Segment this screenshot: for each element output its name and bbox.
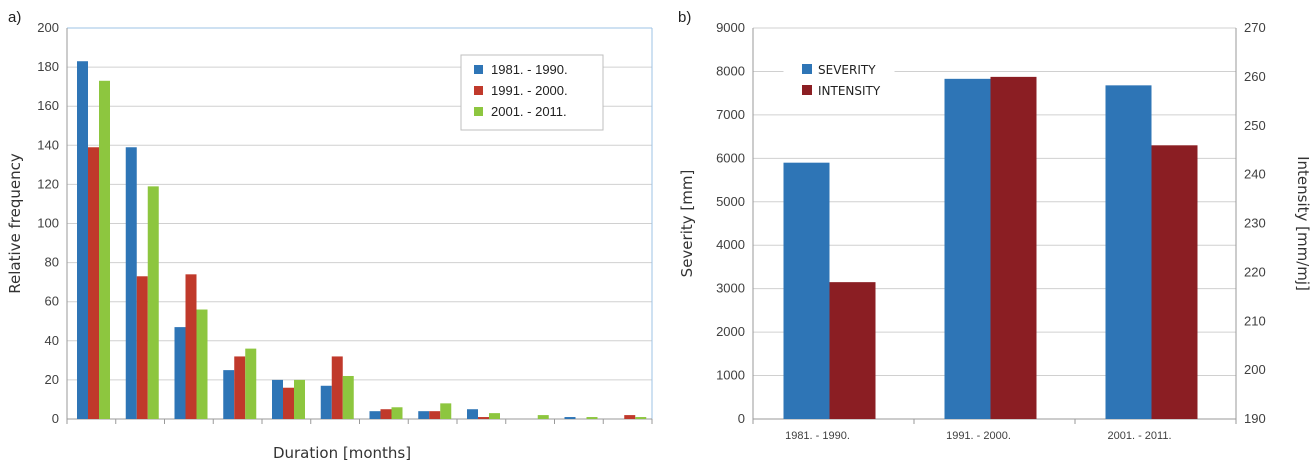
y-tick-label: 20	[45, 372, 59, 387]
y-tick-label: 40	[45, 333, 59, 348]
bar	[369, 411, 381, 419]
bar	[99, 80, 110, 419]
legend-label: 1981. - 1990.	[491, 62, 568, 77]
bar	[1105, 85, 1152, 419]
chart-a: a) 0 20 40 60 80 100 120 140 160 180 200 Duration [m…	[6, 9, 653, 462]
y-tick-label: 8000	[716, 63, 745, 78]
x-axis-title: Duration [months]	[273, 444, 411, 462]
panel-label: b)	[678, 9, 691, 26]
y-axis-title: Relative frequency	[6, 153, 24, 294]
y-right-tick-label: 210	[1244, 313, 1266, 328]
y-tick-label: 60	[45, 294, 59, 309]
panel-label: a)	[8, 9, 21, 26]
bar	[294, 379, 305, 419]
bar	[234, 356, 246, 419]
y-tick-label: 120	[37, 176, 59, 191]
y-right-tick-label: 200	[1244, 362, 1266, 377]
legend-swatch	[474, 107, 483, 116]
bar	[1151, 145, 1198, 420]
bar	[185, 274, 197, 419]
y-right-tick-label: 240	[1244, 167, 1266, 182]
y-tick-label: 0	[52, 411, 59, 426]
bar	[331, 356, 343, 419]
legend-label: INTENSITY	[818, 84, 881, 98]
y-tick-label: 2000	[716, 324, 745, 339]
legend-box	[783, 52, 895, 106]
x-tick-label: 1991. - 2000.	[946, 430, 1011, 442]
legend-swatch	[802, 85, 812, 95]
legend-label: SEVERITY	[818, 63, 876, 77]
bar	[342, 375, 354, 419]
y-tick-label: 140	[37, 137, 59, 152]
bar	[125, 147, 137, 419]
y-tick-label: 1000	[716, 368, 745, 383]
y-right-tick-label: 250	[1244, 118, 1266, 133]
legend-box	[460, 54, 604, 131]
bar	[564, 417, 576, 419]
y-right-tick-label: 230	[1244, 216, 1266, 231]
bar	[635, 417, 647, 419]
bar	[586, 417, 598, 419]
x-tick-label: 2001. - 2011.	[1107, 430, 1171, 442]
y-tick-label: 9000	[716, 20, 745, 35]
legend-swatch	[474, 86, 483, 95]
bar	[380, 409, 392, 419]
bar	[245, 348, 257, 419]
bar	[440, 403, 452, 419]
bar	[418, 411, 430, 419]
bar	[196, 309, 208, 419]
y-axis-title: Severity [mm]	[678, 170, 696, 278]
y-tick-label: 200	[37, 20, 59, 35]
legend-swatch	[802, 64, 812, 74]
bar	[147, 186, 159, 419]
y-right-tick-label: 190	[1244, 411, 1266, 426]
y-tick-label: 3000	[716, 281, 745, 296]
bar	[283, 387, 294, 419]
bar	[944, 78, 991, 419]
y-tick-label: 100	[37, 216, 59, 231]
bar	[136, 276, 148, 419]
bar	[88, 147, 99, 419]
x-tick-label: 1981. - 1990.	[785, 430, 850, 442]
bar	[391, 407, 403, 419]
y-tick-label: 0	[738, 411, 745, 426]
bar	[223, 370, 235, 419]
bar	[467, 409, 478, 419]
y-tick-label: 160	[37, 98, 59, 113]
y-tick-label: 4000	[716, 237, 745, 252]
bar	[478, 417, 489, 419]
bar	[174, 327, 186, 419]
bar	[624, 415, 636, 419]
legend-label: 1991. - 2000.	[491, 83, 568, 98]
bar	[77, 61, 88, 420]
bar	[829, 282, 876, 419]
bar	[783, 162, 830, 419]
bar	[429, 411, 441, 419]
y-tick-label: 5000	[716, 194, 745, 209]
bar	[537, 415, 549, 419]
y-tick-label: 180	[37, 59, 59, 74]
y-tick-label: 7000	[716, 107, 745, 122]
legend-label: 2001. - 2011.	[491, 104, 567, 119]
y-tick-label: 6000	[716, 150, 745, 165]
y-right-axis-title: Intensity [mm/mj]	[1294, 156, 1312, 291]
bar	[272, 379, 283, 419]
y-right-tick-label: 260	[1244, 69, 1266, 84]
legend-swatch	[474, 65, 483, 74]
bar	[320, 385, 332, 419]
bar	[990, 76, 1037, 419]
bar	[489, 413, 500, 419]
y-right-tick-label: 220	[1244, 264, 1266, 279]
y-right-tick-label: 270	[1244, 20, 1266, 35]
chart-b: b) 0 1000 2000 3000 4000 5000 6000 7000 8000 9000 1…	[678, 9, 1312, 442]
y-tick-label: 80	[45, 255, 59, 270]
